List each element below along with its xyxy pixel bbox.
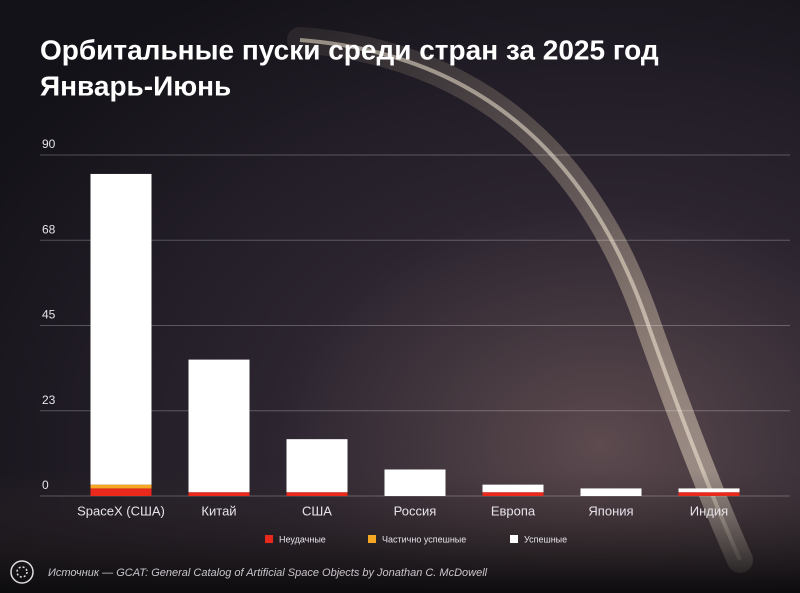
legend-swatch [510, 535, 518, 543]
legend-label: Неудачные [279, 534, 326, 544]
y-tick-label: 45 [42, 308, 56, 322]
x-tick-label: Европа [491, 503, 536, 518]
x-tick-label: США [302, 503, 332, 518]
bar-segment [384, 469, 446, 496]
bar-segment [580, 488, 642, 496]
legend-swatch [265, 535, 273, 543]
y-tick-label: 23 [42, 393, 56, 407]
bar-segment [188, 359, 250, 493]
y-tick-label: 68 [42, 222, 56, 236]
y-tick-label: 90 [42, 137, 56, 151]
bar-segment [482, 492, 544, 496]
bar-segment [678, 492, 740, 496]
legend-label: Частично успешные [382, 534, 466, 544]
bar-segment [482, 484, 544, 493]
bar-segment [286, 492, 348, 496]
bar-segment [90, 484, 152, 489]
legend-swatch [368, 535, 376, 543]
y-tick-label: 0 [42, 478, 49, 492]
chart-title: Орбитальные пуски среди стран за 2025 го… [40, 34, 659, 65]
x-tick-label: SpaceX (США) [77, 503, 165, 518]
bar-segment [286, 439, 348, 493]
source: Источник — GCAT: General Catalog of Arti… [48, 567, 488, 579]
source-icon [10, 560, 34, 584]
x-tick-label: Россия [394, 503, 437, 518]
bar-segment [678, 488, 740, 493]
x-tick-label: Индия [690, 503, 728, 518]
bar-segment [90, 488, 152, 496]
bar-segment [90, 173, 152, 485]
bar-segment [188, 492, 250, 496]
legend-label: Успешные [524, 534, 567, 544]
x-tick-label: Китай [201, 503, 236, 518]
chart-subtitle: Январь-Июнь [40, 70, 231, 101]
x-tick-label: Япония [588, 503, 633, 518]
